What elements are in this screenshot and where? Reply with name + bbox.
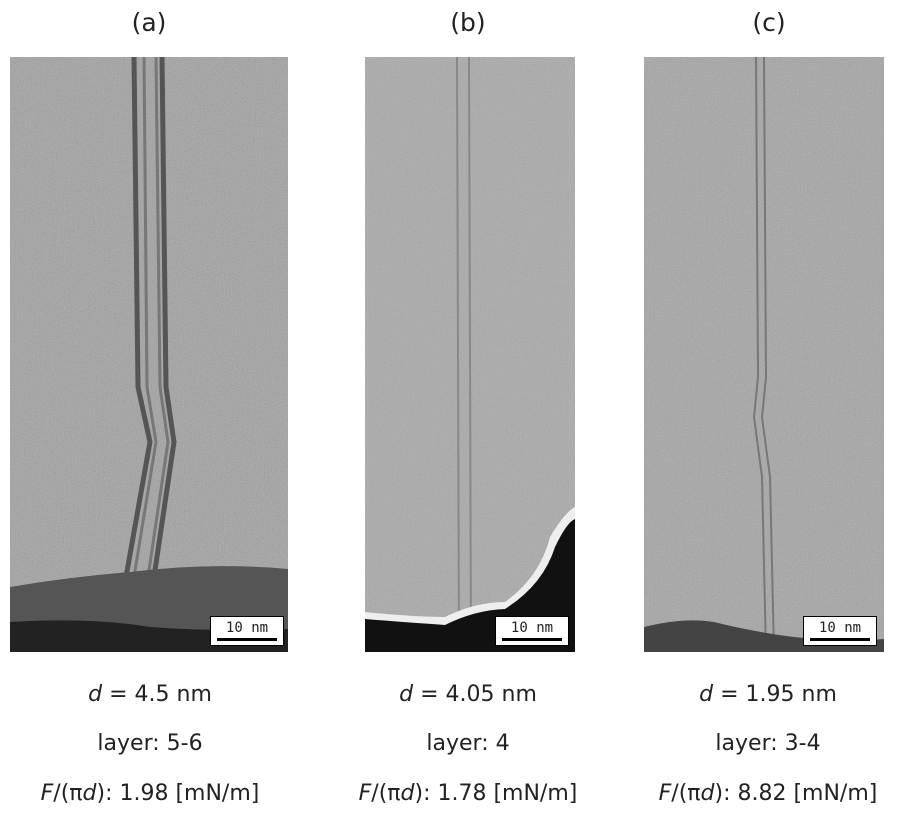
tem-image bbox=[10, 57, 288, 652]
force: F/(πd): 8.82 [mN/m] bbox=[618, 781, 910, 806]
symbol: d bbox=[83, 781, 97, 806]
panel-label: (c) bbox=[719, 8, 819, 37]
page: {"panels": [ {"label": "(a)", "scale_bar… bbox=[0, 0, 910, 816]
tem-image bbox=[365, 57, 575, 652]
value: = 4.05 nm bbox=[420, 682, 537, 707]
layer: layer: 3-4 bbox=[618, 731, 910, 756]
symbol: F bbox=[41, 781, 54, 806]
symbol: d bbox=[699, 682, 713, 707]
text: /(π bbox=[53, 781, 82, 806]
scale-bar-label: 10 nm bbox=[511, 620, 553, 636]
force: F/(πd): 1.78 [mN/m] bbox=[318, 781, 618, 806]
panel-label: (b) bbox=[418, 8, 518, 37]
force: F/(πd): 1.98 [mN/m] bbox=[0, 781, 300, 806]
scale-bar: 10 nm bbox=[803, 616, 877, 646]
symbol: d bbox=[399, 682, 413, 707]
text: ): 1.98 [mN/m] bbox=[97, 781, 260, 806]
text: /(π bbox=[671, 781, 700, 806]
diameter: d = 1.95 nm bbox=[618, 682, 910, 707]
scale-bar-label: 10 nm bbox=[226, 620, 268, 636]
text: ): 8.82 [mN/m] bbox=[715, 781, 878, 806]
diameter: d = 4.5 nm bbox=[0, 682, 300, 707]
value: = 4.5 nm bbox=[109, 682, 212, 707]
symbol: d bbox=[401, 781, 415, 806]
symbol: d bbox=[701, 781, 715, 806]
value: = 1.95 nm bbox=[720, 682, 837, 707]
text: ): 1.78 [mN/m] bbox=[415, 781, 578, 806]
layer: layer: 4 bbox=[318, 731, 618, 756]
layer: layer: 5-6 bbox=[0, 731, 300, 756]
scale-bar: 10 nm bbox=[495, 616, 569, 646]
text: /(π bbox=[371, 781, 400, 806]
scale-bar-label: 10 nm bbox=[819, 620, 861, 636]
diameter: d = 4.05 nm bbox=[318, 682, 618, 707]
tem-image bbox=[644, 57, 884, 652]
panel-label: (a) bbox=[99, 8, 199, 37]
symbol: F bbox=[359, 781, 372, 806]
symbol: d bbox=[88, 682, 102, 707]
symbol: F bbox=[659, 781, 672, 806]
scale-bar: 10 nm bbox=[210, 616, 284, 646]
